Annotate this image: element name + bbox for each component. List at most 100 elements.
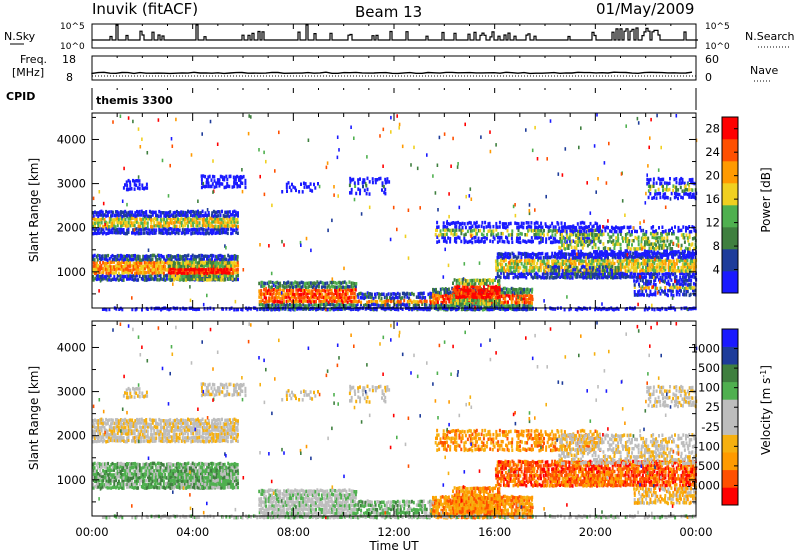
power-cell [683, 293, 685, 297]
power-cell [569, 270, 571, 274]
power-cell [145, 271, 147, 275]
power-cell [557, 222, 559, 226]
power-cell [561, 239, 563, 243]
power-cell [482, 296, 484, 300]
power-cell [406, 295, 408, 299]
power-cell [305, 299, 307, 303]
power-cell [691, 242, 693, 246]
power-cell [211, 220, 213, 224]
power-cell [664, 196, 666, 200]
power-cell [187, 260, 189, 264]
power-cell [179, 225, 181, 229]
power-cell [455, 228, 457, 232]
power-cell [511, 229, 513, 233]
power-cell [658, 272, 660, 276]
power-cell [683, 236, 685, 240]
power-cell [158, 261, 160, 265]
power-cell [471, 289, 473, 293]
power-cell [499, 236, 501, 240]
power-cell [637, 273, 639, 277]
power-cell [665, 253, 667, 257]
power-cell [113, 265, 115, 269]
power-cell [174, 211, 176, 215]
power-cell [354, 304, 356, 308]
power-cell [637, 293, 639, 297]
power-cell [602, 254, 604, 258]
power-cell [618, 227, 620, 231]
power-cell [139, 264, 141, 268]
power-cell [592, 229, 594, 233]
power-cell [572, 260, 574, 264]
power-cell [563, 254, 565, 258]
power-cell [449, 291, 451, 295]
power-cell [690, 286, 692, 290]
power-cell [679, 286, 681, 290]
power-cell [287, 293, 289, 297]
power-cell [336, 286, 338, 290]
power-cell [208, 211, 210, 215]
power-cell [438, 234, 440, 238]
power-cell [245, 186, 247, 190]
power-cell [657, 232, 659, 236]
power-cell [692, 178, 694, 182]
power-cell [470, 289, 472, 293]
power-cell [663, 246, 665, 250]
power-cell [172, 215, 174, 219]
power-cell [498, 303, 500, 307]
power-cell [224, 227, 226, 231]
cpid-value: themis 3300 [96, 94, 173, 107]
power-cell [555, 269, 557, 273]
power-cell [509, 295, 511, 299]
power-cell [688, 243, 690, 247]
nsky-label: N.Sky [4, 30, 36, 43]
power-cell [314, 282, 316, 286]
power-cell [237, 232, 239, 236]
power-cell [674, 285, 676, 289]
power-cell [564, 239, 566, 243]
power-cell [136, 227, 138, 231]
power-cell [566, 276, 568, 280]
power-cell [155, 228, 157, 232]
power-cell [437, 291, 439, 295]
power-cell [139, 275, 141, 279]
power-cell [660, 292, 662, 296]
power-cell [105, 214, 107, 218]
power-cell [348, 303, 350, 307]
power-cell [574, 246, 576, 250]
power-cell [649, 185, 651, 189]
power-cell [94, 262, 96, 266]
power-cell [667, 280, 669, 284]
power-cell [359, 177, 361, 181]
power-cell [676, 262, 678, 266]
power-cell [616, 230, 618, 234]
power-cell [307, 300, 309, 304]
power-cell [455, 225, 457, 229]
power-cell [551, 275, 553, 279]
power-cell [403, 299, 405, 303]
power-cell [528, 269, 530, 273]
power-cell [139, 210, 141, 214]
power-cell [286, 186, 288, 190]
power-cell [312, 295, 314, 299]
power-cell [233, 278, 235, 282]
power-cell [202, 210, 204, 214]
power-cell [196, 224, 198, 228]
power-cell [608, 272, 610, 276]
power-cell [586, 276, 588, 280]
power-cell [569, 265, 571, 269]
power-cell [637, 259, 639, 263]
power-cell [658, 226, 660, 230]
power-cell [349, 285, 351, 289]
power-cell [631, 272, 633, 276]
power-cell [470, 292, 472, 296]
power-cell [508, 222, 510, 226]
power-cell [679, 269, 681, 273]
power-cell [479, 279, 481, 283]
power-cell [478, 299, 480, 303]
power-cell [636, 253, 638, 257]
power-cell [613, 247, 615, 251]
power-cell [173, 271, 175, 275]
power-cell [561, 233, 563, 237]
power-cell [181, 261, 183, 265]
power-cell [381, 293, 383, 297]
